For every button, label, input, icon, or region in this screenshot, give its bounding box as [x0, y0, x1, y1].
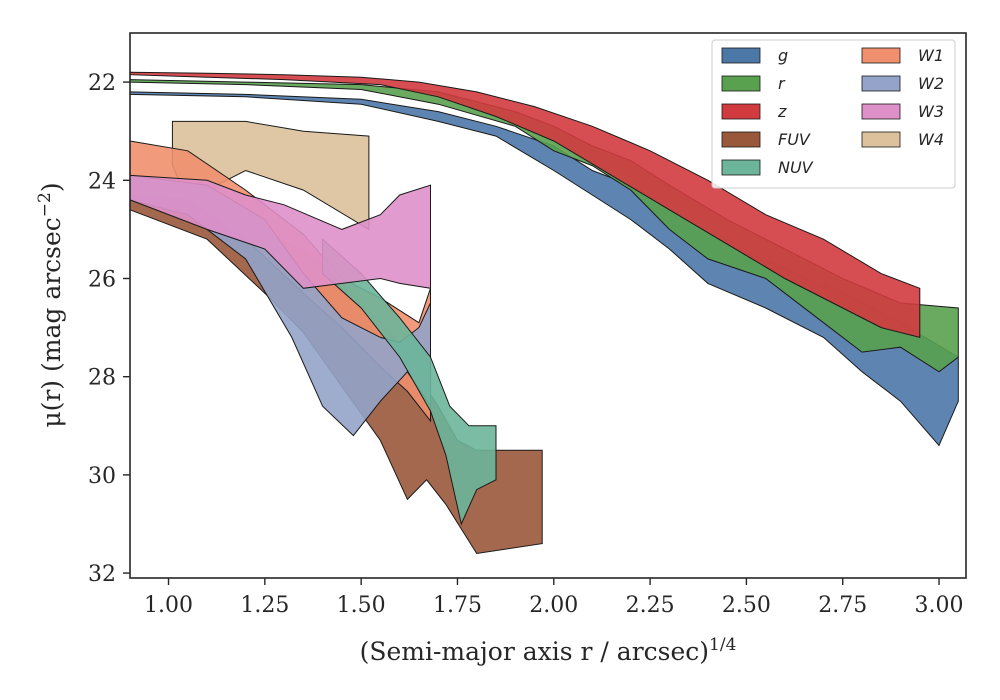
y-axis-label-exponent: −2	[35, 192, 55, 217]
y-tick-label: 28	[88, 366, 116, 391]
y-tick-label: 30	[88, 464, 116, 489]
legend-label-nuv: NUV	[778, 158, 814, 177]
legend-label-z: z	[777, 102, 787, 121]
y-tick-label: 22	[88, 71, 116, 96]
y-tick-label: 26	[88, 267, 116, 292]
x-axis-label: (Semi-major axis r / arcsec)1/4	[360, 635, 737, 666]
legend-swatch-w4	[861, 131, 901, 148]
x-tick-label: 2.25	[626, 593, 675, 618]
x-tick-label: 1.25	[240, 593, 289, 618]
x-tick-label: 2.75	[818, 593, 867, 618]
legend-swatch-r	[721, 75, 761, 92]
x-tick-label: 1.00	[144, 593, 193, 618]
legend-swatch-z	[721, 103, 761, 120]
legend-swatch-w1	[861, 47, 901, 64]
x-tick-label: 2.00	[529, 593, 578, 618]
y-axis-ticks: 22 24 26 28 30 32	[88, 71, 130, 587]
series-bands	[129, 71, 959, 555]
legend: grz FUV NUV W1 W2 W3 W4	[711, 39, 956, 189]
x-axis-label-text: (Semi-major axis r / arcsec)	[360, 637, 709, 666]
band-w3	[129, 174, 431, 289]
x-tick-label: 2.50	[722, 593, 771, 618]
legend-label-w2: W2	[918, 74, 944, 93]
y-axis-label: μ(r) (mag arcsec−2)	[35, 182, 66, 427]
x-tick-label: 1.50	[337, 593, 386, 618]
legend-label-w4: W4	[918, 130, 944, 149]
y-axis-label-text: μ(r) (mag arcsec	[37, 217, 66, 427]
legend-label-g: g	[778, 46, 788, 65]
band-nuv	[322, 238, 497, 526]
y-tick-label: 32	[88, 562, 116, 587]
x-tick-label: 3.00	[915, 593, 964, 618]
y-axis-label-close: )	[37, 182, 66, 192]
plot-frame	[129, 32, 967, 579]
y-tick-label: 24	[88, 169, 116, 194]
legend-swatch-g	[721, 47, 761, 64]
band-z	[129, 71, 921, 339]
legend-swatch-nuv	[721, 159, 761, 176]
legend-swatch-fuv	[721, 131, 761, 148]
legend-label-w3: W3	[918, 102, 944, 121]
legend-swatch-w3	[861, 103, 901, 120]
legend-swatch-w2	[861, 75, 901, 92]
x-axis-label-exponent: 1/4	[709, 635, 736, 655]
legend-label-fuv: FUV	[778, 130, 811, 149]
legend-label-r: r	[778, 74, 786, 93]
x-tick-label: 1.75	[433, 593, 482, 618]
legend-label-w1: W1	[918, 46, 944, 65]
x-axis-ticks: 1.00 1.25 1.50 1.75 2.00 2.25 2.50 2.75 3.00	[144, 578, 964, 618]
